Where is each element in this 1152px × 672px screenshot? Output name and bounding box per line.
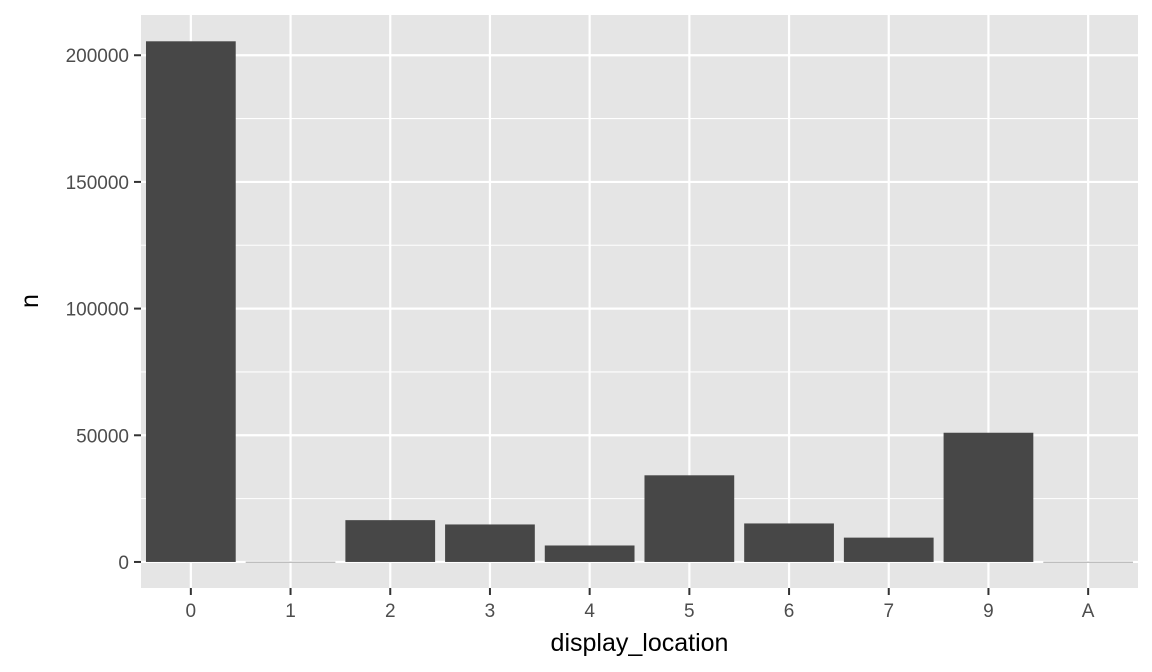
bars	[145, 41, 1134, 563]
y-axis-title: n	[16, 294, 44, 308]
x-tick-label: 6	[784, 601, 795, 622]
x-tick-label: 5	[684, 601, 695, 622]
y-tick-label: 200000	[66, 46, 129, 67]
y-tick-label: 50000	[76, 426, 129, 447]
bar-4	[544, 545, 635, 562]
bar-5	[644, 475, 735, 562]
bar-7	[843, 537, 934, 562]
y-tick-label: 150000	[66, 173, 129, 194]
x-tick-label: 9	[983, 601, 994, 622]
x-tick-label: 0	[186, 601, 197, 622]
y-tick-label: 0	[118, 553, 129, 574]
x-tick-label: 3	[485, 601, 496, 622]
x-tick-label: 4	[584, 601, 595, 622]
bar-2	[345, 520, 436, 562]
bar-0	[145, 41, 236, 562]
bar-9	[943, 432, 1034, 562]
bar-3	[445, 524, 535, 562]
x-tick-label: 2	[385, 601, 396, 622]
x-tick-label: 7	[883, 601, 894, 622]
y-tick-label: 100000	[66, 300, 129, 321]
x-tick-label: 1	[285, 601, 296, 622]
bar-A	[1043, 561, 1134, 563]
bar-6	[744, 523, 834, 562]
x-tick-label: A	[1082, 601, 1095, 622]
bar-1	[245, 561, 336, 563]
y-axis: 0 50000 100000 150000 200000	[66, 46, 141, 574]
x-axis: 0 1 2 3 4 5 6 7 9 A	[186, 588, 1095, 622]
x-axis-title: display_location	[551, 629, 729, 657]
